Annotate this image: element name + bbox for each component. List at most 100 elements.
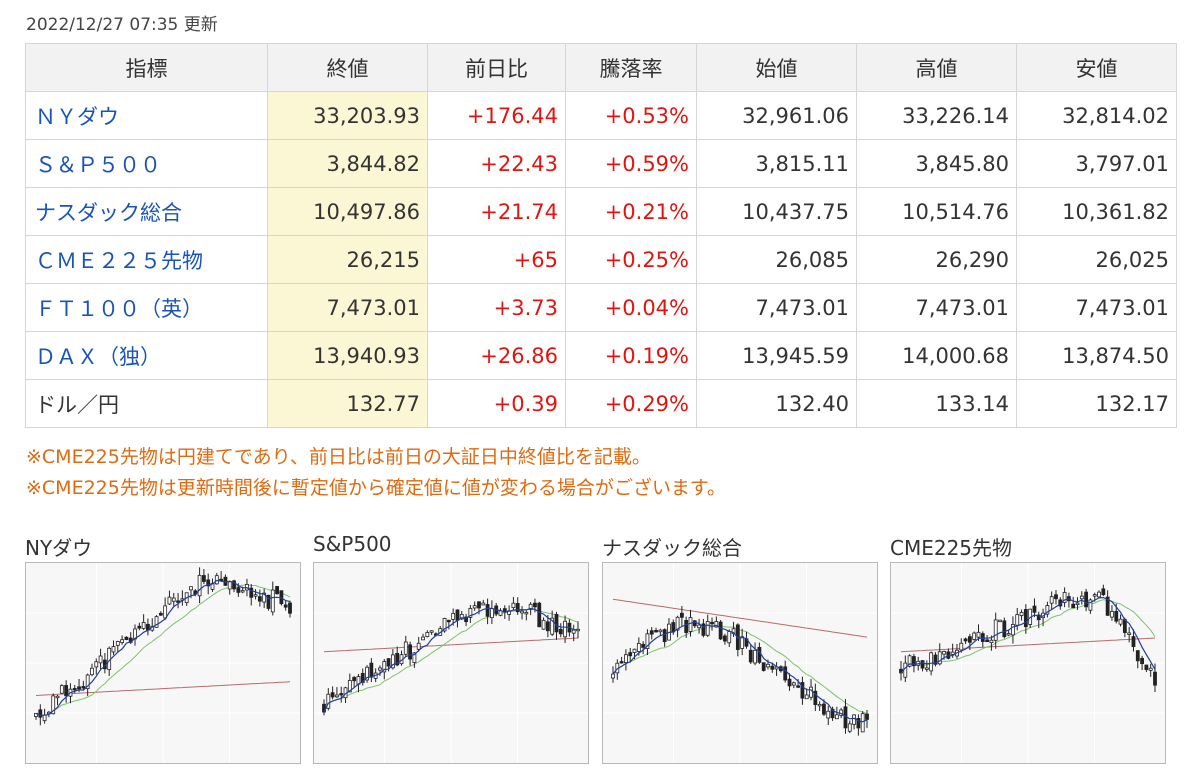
close-value: 132.77 [267,379,428,428]
candle-body [852,714,856,725]
candle-body [64,685,69,697]
candle-body [330,692,335,698]
candle-body [1114,610,1119,622]
candle-body [1049,596,1054,604]
note-line: ※CME225先物は更新時間後に暫定値から確定値に値が変わる場合がございます。 [26,477,726,499]
table-header-row: 指標 終値 前日比 騰落率 始値 高値 安値 [25,43,1177,92]
index-link[interactable]: ＣＭＥ２２５先物 [35,248,203,273]
candle-body [791,682,796,686]
candle-body [959,642,964,651]
candle-body [158,612,163,616]
candle-body [1131,636,1136,648]
candle-body [326,693,331,709]
candle-body [558,628,563,635]
candle-body [227,581,232,590]
candle-body [1071,603,1076,609]
candle-body [339,693,344,696]
candle-body [42,714,47,722]
header-change-pct: 騰落率 [565,43,697,92]
candle-body [206,579,211,587]
candle-body [511,602,516,609]
candle-body [662,629,667,642]
candle-body [834,714,839,720]
candle-body [489,608,494,618]
chart-sp500[interactable] [313,562,589,764]
candle-body [1101,588,1106,596]
candle-body [1023,609,1028,628]
candle-body [189,586,193,591]
low-value: 13,874.50 [1016,331,1177,380]
candle-body [90,667,94,676]
candle-body [154,616,159,628]
candle-body [369,662,374,678]
index-link[interactable]: ＮＹダウ [35,104,119,129]
candle-body [847,723,852,732]
candle-body [262,592,267,603]
moving-average-long [35,681,291,696]
candle-body [937,651,942,665]
header-open: 始値 [696,43,857,92]
chart-nasdaq[interactable] [602,562,878,764]
candle-body [429,630,434,633]
index-link[interactable]: ナスダック総合 [35,200,182,225]
moving-average-short [35,579,291,716]
candle-body [641,643,646,648]
candle-body [1002,620,1007,638]
candle-body [826,710,831,719]
high-value: 7,473.01 [856,283,1017,332]
candle-body [989,639,994,643]
candle-body [976,631,981,638]
header-high: 高値 [856,43,1017,92]
note-line: ※CME225先物は円建てであり、前日比は前日の大証日中終値比を記載。 [26,446,651,468]
candle-body [757,646,762,663]
candle-body [658,629,663,633]
candle-body [1110,611,1114,618]
candle-body [1140,657,1144,665]
candle-body [485,604,490,617]
high-value: 10,514.76 [856,187,1017,236]
candle-body [636,643,641,652]
candle-body [528,603,533,610]
candle-body [723,635,727,642]
candle-body [425,632,430,638]
chart-nydow[interactable] [25,562,301,764]
candle-body [1032,605,1037,613]
candle-body [201,575,206,582]
change-value: +3.73 [427,283,566,332]
update-timestamp: 2022/12/27 07:35 更新 [26,15,218,35]
close-value: 26,215 [267,235,428,284]
candle-body [856,718,861,729]
low-value: 10,361.82 [1016,187,1177,236]
candle-body [967,636,972,643]
moving-average-short [612,621,868,723]
high-value: 14,000.68 [856,331,1017,380]
candle-body [416,642,421,650]
index-link[interactable]: ＤＡＸ（独） [35,344,161,369]
candle-body [1054,594,1058,600]
candle-body [240,590,245,593]
close-value: 3,844.82 [267,139,428,188]
chart-cme225[interactable] [890,562,1166,764]
candle-body [929,652,934,672]
index-link[interactable]: ＦＴ１００（英） [35,296,203,321]
candle-body [817,704,822,707]
candle-body [705,621,710,636]
candle-body [822,703,826,715]
chart-title-nasdaq: ナスダック総合 [602,536,742,560]
candle-body [59,685,64,694]
candle-body [464,616,468,623]
index-link[interactable]: Ｓ＆Ｐ５００ [35,152,161,177]
candle-body [524,611,529,615]
candle-body [645,633,650,649]
low-value: 132.17 [1016,379,1177,428]
candle-body [38,709,43,718]
candle-body [710,621,714,625]
chart-title-nydow: NYダウ [25,536,93,560]
candle-body [137,625,142,629]
candle-body [697,624,702,629]
candle-body [94,661,99,668]
change-value: +26.86 [427,331,566,380]
header-change: 前日比 [427,43,566,92]
candle-body [288,602,292,614]
candle-body [903,662,908,678]
